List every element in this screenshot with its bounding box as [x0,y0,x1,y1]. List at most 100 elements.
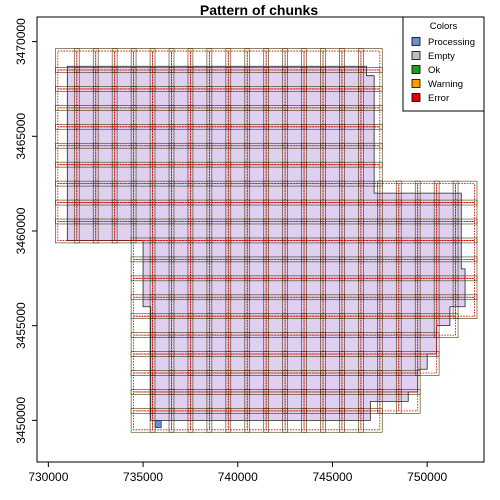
chunk-cell [57,202,78,222]
chunk-cell [133,240,153,260]
chunk-buffer [244,294,269,320]
chunk-cell [341,277,362,298]
chunk-buffer [282,389,307,414]
chunk-buffer [282,180,307,206]
chunk-buffer [433,218,459,244]
chunk-cell [227,353,248,374]
chunk-buffer [282,370,307,395]
chunk-cell [322,164,343,185]
chunk-buffer [282,408,307,433]
chunk-cell [190,391,210,412]
chunk-cell [398,183,419,203]
chunk-buffer [320,351,345,376]
chunk-cell [114,107,134,128]
chunk-cell [171,221,191,241]
legend-swatch [411,37,421,46]
chunk-cell [398,240,419,260]
chunk-buffer [73,161,99,187]
chunk-buffer [225,199,251,225]
chunk-cell [114,183,134,203]
chunk-cell [208,410,229,431]
chunk-cell [436,183,456,203]
chunk-cell [436,258,456,279]
chunk-cell [190,221,210,241]
chunk-cell [398,221,419,241]
chunk-buffer [187,237,213,263]
chunk-cell [152,410,172,431]
chunk-cell [436,240,456,260]
chunk-cell [227,202,248,222]
chunk-cell [152,296,172,317]
chunk-cell [190,88,210,109]
chunk-buffer [263,408,288,433]
chunk-cell [303,353,324,374]
chunk-buffer [301,408,326,433]
chunk-buffer [263,294,288,320]
chunk-cell [133,391,153,412]
chunk-buffer [130,86,156,111]
chunk-buffer [225,389,251,414]
chunk-cell [246,410,267,431]
chunk-buffer [301,161,326,187]
chunk-cell [436,296,456,317]
chunk-cell [322,372,343,393]
chunk-cell [190,202,210,222]
chunk-buffer [206,124,232,149]
chunk-cell [341,315,362,336]
chunk-cell [284,372,305,393]
chunk-cell [284,391,305,412]
chunk-buffer [320,256,345,282]
chunk-cell [152,69,172,90]
chunk-cell [246,277,267,298]
chunk-cell [379,221,400,241]
chunk-cell [360,334,381,355]
chunk-buffer [301,313,326,338]
chunk-cell [398,334,419,355]
chunk-buffer [149,86,175,111]
chunk-buffer [433,180,459,206]
chunk-cell [208,50,229,71]
chunk-cell [303,50,324,71]
chunk-buffer [130,124,156,149]
chunk-buffer [452,237,478,263]
chunk-cell [417,221,438,241]
chunk-buffer [206,142,232,168]
y-tick-label: 3450000 [14,397,28,444]
chunk-cell [360,145,381,166]
chunk-buffer [452,218,478,244]
chunk-cell [360,50,381,71]
chunk-cell [190,353,210,374]
chunk-cell [208,277,229,298]
chunk-cell [190,183,210,203]
chunk-buffer [320,389,345,414]
chunk-cell [284,126,305,147]
chunk-buffer [111,161,137,187]
chunk-buffer [377,199,402,225]
chunk-cell [322,183,343,203]
chunk-buffer [206,86,232,111]
chunk-buffer [433,275,459,301]
chunk-cell [303,277,324,298]
chunk-cell [208,69,229,90]
chunk-cell [57,126,78,147]
chunk-cell [360,315,381,336]
chunk-cell [133,334,153,355]
chunk-buffer [433,294,459,320]
chunk-buffer [168,105,194,130]
chunk-buffer [263,389,288,414]
chunk-cell [76,221,97,241]
chunk-cell [95,221,116,241]
chunk-buffer [244,370,269,395]
chunk-cell [360,258,381,279]
chunk-buffer [339,48,364,73]
chunk-cell [208,145,229,166]
chunk-buffer [452,180,478,206]
chunk-buffer [187,389,213,414]
chunk-buffer [320,218,345,244]
chunk-buffer [377,370,402,395]
chunk-cell [114,202,134,222]
chunk-cell [398,258,419,279]
chunk-buffer [339,142,364,168]
chunk-buffer [414,351,440,376]
chunk-cell [171,334,191,355]
